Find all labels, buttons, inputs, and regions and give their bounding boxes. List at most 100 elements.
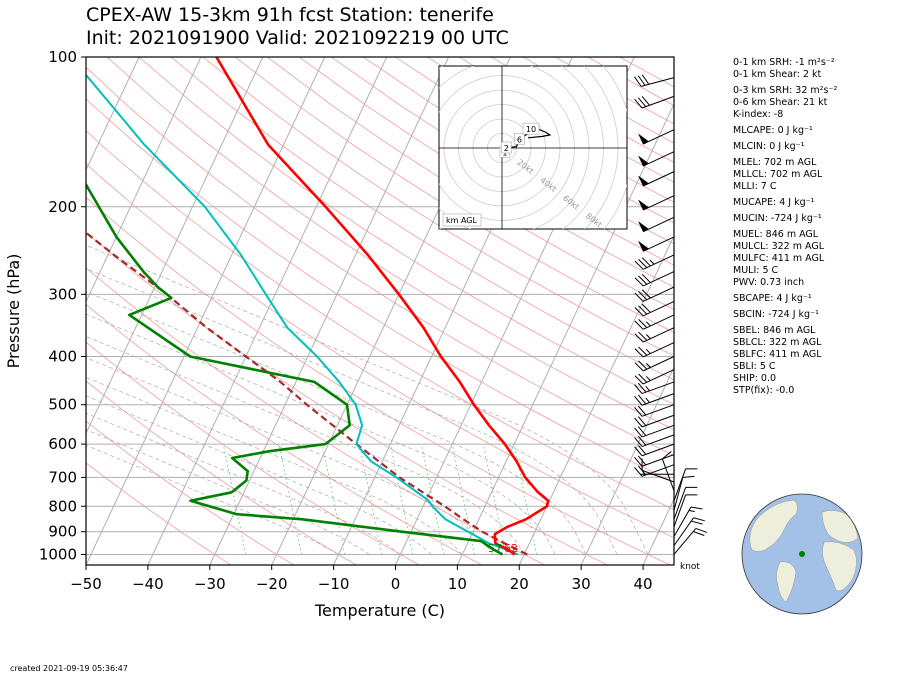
x-axis-label: Temperature (C): [314, 601, 445, 620]
barb-shaft: [673, 487, 687, 520]
x-tick-label: −10: [318, 575, 350, 593]
barb-shaft: [673, 468, 687, 501]
barb-full-tick: [690, 506, 703, 510]
wind-barb: [634, 404, 675, 417]
barb-full-tick: [634, 260, 644, 270]
barb-full-tick: [634, 292, 644, 302]
barb-full-tick: [637, 416, 647, 426]
barb-full-tick: [637, 426, 647, 436]
y-tick-label: 400: [48, 348, 77, 366]
barb-shaft: [673, 506, 692, 537]
moist-adiabats: [86, 244, 649, 555]
barb-full-tick: [634, 76, 642, 87]
isotherm-line: [209, 57, 450, 565]
hodograph-frame: [438, 65, 628, 230]
dry-adiabat: [170, 57, 674, 381]
hodograph-height-box: [522, 122, 540, 135]
moist-adiabat: [86, 313, 556, 555]
dry-adiabat: [86, 231, 608, 565]
barb-half-tick: [645, 362, 651, 368]
y-tick-label: 100: [48, 48, 77, 66]
barb-full-tick: [638, 305, 648, 315]
param-line: MULCL: 322 m AGL: [733, 241, 825, 252]
moist-adiabat: [86, 376, 463, 555]
wind-barb: [638, 236, 675, 252]
parcel-line: [86, 231, 528, 556]
barb-full-tick: [634, 98, 643, 109]
wind-barb: [673, 494, 698, 528]
wind-barb: [634, 414, 675, 428]
y-tick-label: 300: [48, 285, 77, 303]
wind-barb: [638, 216, 675, 233]
barb-full-tick: [637, 75, 646, 86]
param-line: MUEL: 846 m AGL: [733, 229, 819, 240]
moist-adiabat: [86, 429, 370, 555]
hodograph-height-label: 10: [526, 125, 536, 134]
isotherm-line: [86, 57, 326, 565]
param-line: 0-6 km Shear: 21 kt: [733, 97, 828, 108]
hodograph-rings: [439, 66, 627, 229]
hodograph-units-label: km AGL: [446, 216, 478, 225]
barb-full-tick: [638, 346, 648, 356]
x-tick-label: −30: [194, 575, 226, 593]
barb-full-tick: [634, 395, 643, 406]
wind-barb: [634, 356, 675, 372]
barb-full-tick: [662, 451, 672, 460]
param-line: MLCIN: 0 J kg⁻¹: [733, 141, 805, 152]
barb-shaft: [673, 494, 687, 528]
barb-full-tick: [682, 475, 695, 478]
param-line: MUCAPE: 4 J kg⁻¹: [733, 197, 815, 208]
barb-full-tick: [634, 362, 644, 372]
globe-land-north-america: [749, 499, 798, 552]
barb-flag: [638, 199, 650, 211]
barb-full-tick: [638, 331, 648, 341]
y-tick-label: 800: [48, 497, 77, 515]
barb-full-tick: [634, 320, 644, 330]
wind-barb: [638, 171, 675, 187]
mixing-ratio-line: [222, 444, 247, 555]
wind-barb: [634, 286, 675, 302]
barb-unit-label: knot: [680, 562, 700, 572]
barb-shaft: [641, 393, 675, 406]
barb-full-tick: [634, 417, 643, 428]
isotherm-line: [580, 366, 674, 565]
mixing-ratio-line: [482, 444, 507, 555]
hodograph-height-box: [501, 141, 512, 154]
barb-shaft: [642, 286, 675, 302]
barb-full-tick: [638, 360, 648, 370]
barb-full-tick: [641, 95, 650, 106]
wind-barb: [634, 74, 675, 87]
barb-full-tick: [641, 74, 650, 85]
barb-full-tick: [637, 382, 647, 393]
param-line: K-index: -8: [733, 109, 784, 120]
barb-shaft: [641, 434, 675, 448]
barb-shaft: [641, 424, 675, 438]
barb-full-tick: [637, 445, 647, 455]
barb-shaft: [642, 356, 675, 372]
barb-shaft: [641, 443, 675, 457]
moist-adiabat: [86, 357, 494, 555]
sounding-parameters: 0-1 km SRH: -1 m²s⁻² 0-1 km Shear: 2 kt 0-…: [733, 57, 903, 397]
barb-full-tick: [634, 333, 644, 343]
dry-adiabat: [298, 57, 674, 288]
temperature-line: [215, 57, 550, 556]
dry-adiabat: [331, 57, 674, 266]
isotherm-line: [86, 57, 264, 435]
x-tick-label: −20: [256, 575, 288, 593]
hodograph-units-box: [442, 213, 482, 227]
param-line: MULFC: 411 m AGL: [733, 253, 825, 264]
x-tick-label: 20: [510, 575, 529, 593]
barb-full-tick: [641, 257, 651, 267]
barb-shaft: [673, 477, 684, 511]
barb-full-tick: [638, 291, 648, 301]
y-tick-label: 1000: [39, 545, 77, 563]
wind-barb: [673, 517, 705, 546]
dry-adiabat: [266, 57, 674, 311]
barb-flag: [638, 221, 650, 232]
x-tick-label: 10: [448, 575, 467, 593]
barb-full-tick: [637, 97, 647, 107]
wind-barb: [634, 342, 675, 358]
param-line: MLEL: 702 m AGL: [733, 157, 817, 168]
barb-full-tick: [695, 527, 708, 533]
hodograph-height-box: [514, 133, 525, 145]
